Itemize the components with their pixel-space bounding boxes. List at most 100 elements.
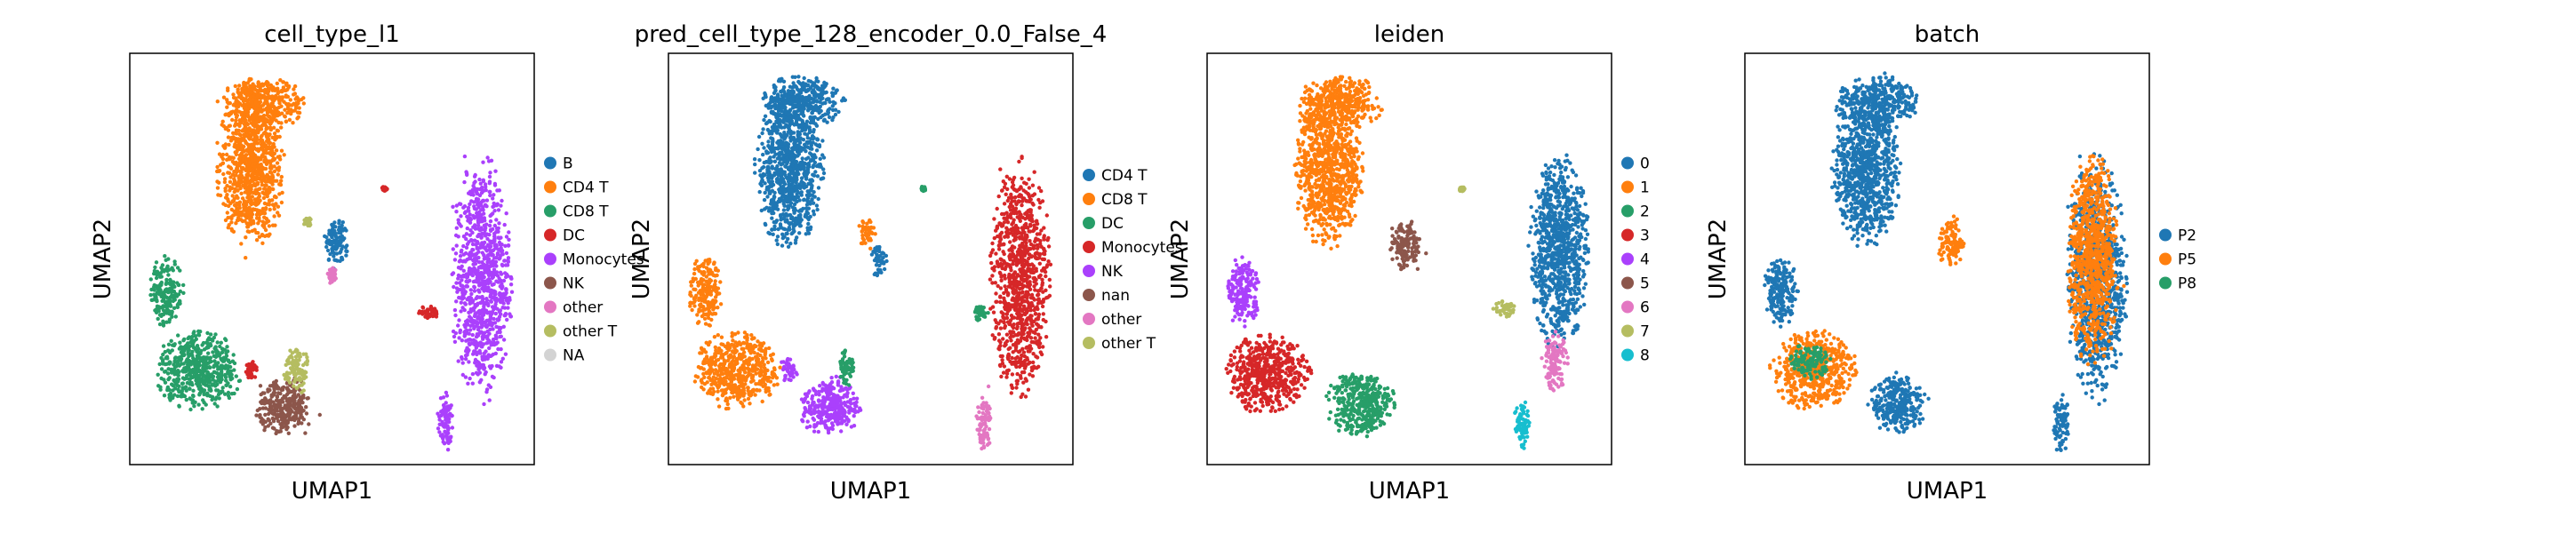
scatter-point: [496, 208, 501, 212]
scatter-point: [499, 272, 504, 276]
scatter-point: [225, 345, 229, 349]
scatter-point: [781, 85, 787, 90]
scatter-point: [467, 331, 471, 336]
scatter-point: [225, 211, 229, 215]
scatter-point: [804, 184, 809, 189]
scatter-point: [252, 182, 257, 187]
scatter-point: [193, 347, 198, 352]
scatter-point: [795, 87, 800, 91]
scatter-point: [301, 96, 306, 100]
scatter-point: [259, 89, 263, 93]
scatter-point: [241, 154, 245, 158]
scatter-point: [239, 113, 244, 117]
scatter-point: [268, 207, 272, 212]
scatter-point: [463, 356, 468, 362]
scatter-point: [156, 316, 160, 322]
scatter-point: [484, 354, 489, 359]
scatter-point: [274, 378, 278, 384]
scatter-point: [164, 288, 169, 292]
scatter-point: [428, 304, 434, 309]
scatter-point: [461, 295, 466, 300]
scatter-point: [790, 146, 795, 151]
scatter-point: [815, 138, 820, 142]
scatter-point: [476, 327, 481, 332]
scatter-point: [381, 187, 386, 192]
scatter-point: [247, 213, 252, 219]
scatter-point: [225, 193, 229, 197]
scatter-point: [814, 203, 820, 208]
scatter-point: [252, 131, 258, 137]
scatter-point: [487, 179, 492, 184]
scatter-point: [179, 350, 184, 354]
scatter-point: [175, 305, 180, 309]
scatter-point: [221, 202, 226, 206]
scatter-point: [756, 134, 762, 139]
scatter-point: [443, 425, 447, 429]
scatter-point: [482, 402, 486, 407]
scatter-point: [450, 426, 455, 430]
scatter-point: [813, 142, 818, 147]
scatter-point: [789, 153, 794, 158]
scatter-point: [507, 237, 511, 242]
scatter-point: [782, 203, 787, 208]
scatter-point: [794, 105, 798, 109]
scatter-point: [772, 224, 777, 228]
scatter-point: [461, 243, 466, 249]
scatter-point: [779, 187, 783, 191]
scatter-point: [202, 380, 206, 385]
scatter-point: [231, 353, 236, 357]
scatter-point: [148, 277, 153, 282]
scatter-point: [239, 147, 244, 152]
scatter-point: [257, 187, 261, 191]
scatter-point: [491, 204, 495, 209]
scatter-point: [340, 220, 345, 225]
scatter-point: [297, 376, 302, 380]
scatter-point: [874, 263, 879, 267]
scatter-point: [481, 364, 485, 370]
scatter-point: [461, 287, 466, 291]
scatter-point: [260, 190, 265, 195]
scatter-point: [164, 277, 169, 282]
scatter-point: [246, 192, 251, 196]
scatter-point: [166, 377, 171, 382]
scatter-point: [773, 113, 779, 118]
scatter-point: [503, 271, 508, 275]
scatter-point: [498, 293, 502, 298]
scatter-point: [178, 268, 182, 273]
scatter-point: [466, 208, 470, 212]
scatter-point: [487, 398, 492, 402]
scatter-point: [808, 129, 812, 134]
scatter-point: [234, 131, 239, 136]
scatter-point: [479, 216, 484, 220]
scatter-point: [481, 333, 486, 338]
scatter-point: [490, 282, 494, 287]
scatter-point: [462, 334, 467, 338]
scatter-point: [470, 332, 475, 338]
scatter-point: [215, 382, 220, 386]
scatter-point: [810, 179, 815, 183]
scatter-point: [487, 174, 492, 179]
scatter-point: [284, 83, 289, 87]
scatter-point: [497, 221, 501, 226]
scatter-point: [485, 253, 491, 258]
scatter-point: [793, 84, 797, 89]
scatter-point: [261, 195, 267, 201]
scatter-point: [255, 141, 260, 146]
scatter-point: [225, 105, 229, 109]
scatter-point: [488, 280, 492, 284]
scatter-point: [469, 267, 474, 272]
scatter-point: [173, 386, 178, 391]
scatter-point: [492, 201, 496, 206]
legend-label: B: [563, 155, 573, 173]
scatter-point: [470, 381, 475, 386]
scatter-point: [417, 311, 421, 315]
scatter-point: [812, 90, 817, 95]
scatter-point: [775, 242, 780, 247]
scatter-point: [262, 201, 268, 206]
scatter-point: [239, 213, 244, 218]
scatter-point: [485, 236, 490, 242]
scatter-point: [242, 127, 246, 131]
scatter-point: [332, 228, 337, 234]
scatter-point: [215, 186, 220, 190]
scatter-point: [252, 201, 257, 205]
